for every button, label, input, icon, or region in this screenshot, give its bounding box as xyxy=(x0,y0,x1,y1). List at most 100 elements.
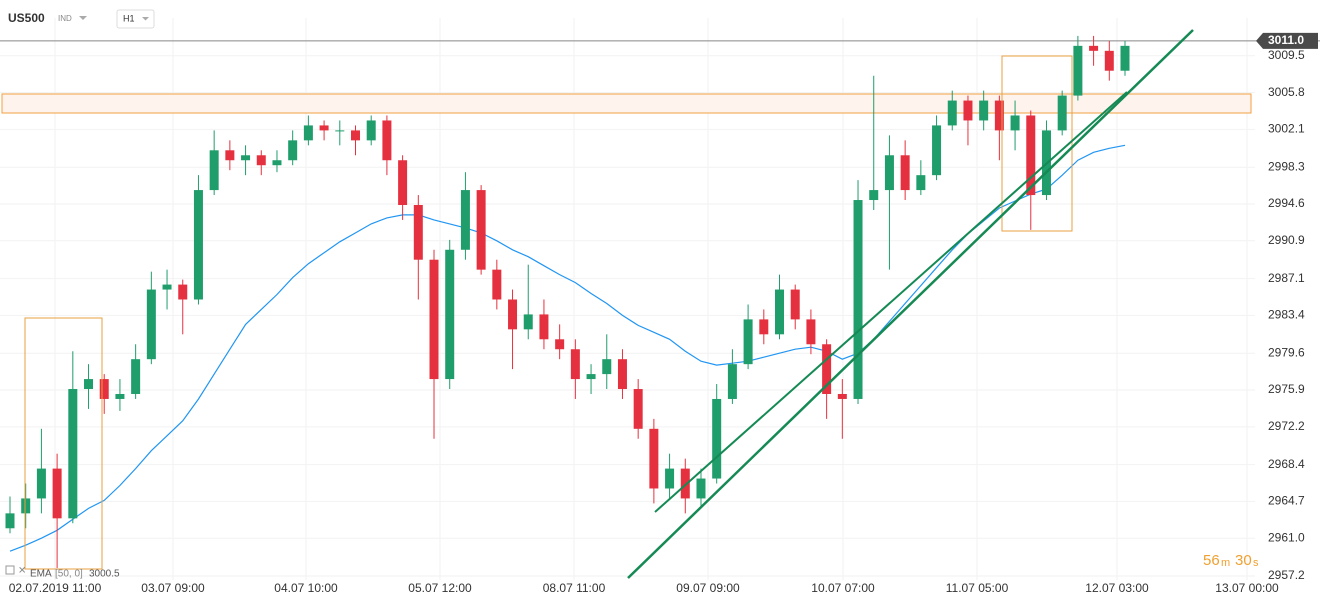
candle-body xyxy=(539,314,549,340)
candle-body xyxy=(932,125,942,176)
candle-body xyxy=(476,190,486,270)
y-tick-label: 2987.1 xyxy=(1268,271,1305,285)
candle-body xyxy=(806,319,816,345)
countdown-minutes: 56 xyxy=(1203,552,1220,569)
close-icon[interactable]: ✕ xyxy=(18,566,26,577)
dropdown-arrow xyxy=(142,17,149,21)
candle-body xyxy=(869,190,879,201)
candle-body xyxy=(586,374,596,380)
candle-body xyxy=(963,100,973,121)
candle-body xyxy=(272,160,282,166)
candle-body xyxy=(1073,45,1083,96)
y-tick-label: 2994.6 xyxy=(1268,196,1305,210)
candle-body xyxy=(178,284,188,300)
indicator-legend: ✕ EMA [50, 0] 3000.5 xyxy=(5,565,120,580)
candle-body xyxy=(115,393,125,399)
y-tick-label: 3011.0 xyxy=(1268,33,1304,47)
candle-body xyxy=(146,289,156,360)
candle-body xyxy=(288,140,298,161)
resistance-zone[interactable] xyxy=(1,93,1252,114)
candle-body xyxy=(727,364,737,399)
y-tick-label: 2957.2 xyxy=(1268,568,1305,582)
countdown-seconds: 30 xyxy=(1235,552,1252,569)
candle-body xyxy=(916,175,926,191)
candle-body xyxy=(775,289,785,335)
dropdown-arrow[interactable] xyxy=(79,16,87,20)
candle-body xyxy=(460,190,470,250)
indicator-value: 3000.5 xyxy=(89,569,120,580)
trend-line[interactable] xyxy=(654,91,1128,513)
y-tick-label: 2990.9 xyxy=(1268,233,1305,247)
x-tick-label: 08.07 11:00 xyxy=(543,581,606,595)
candle-body xyxy=(1120,45,1130,71)
candle-body xyxy=(209,150,219,191)
candle-body xyxy=(602,359,612,375)
candle-body xyxy=(570,349,580,380)
grid xyxy=(0,18,1255,580)
y-tick-label: 2961.0 xyxy=(1268,530,1305,544)
current-price-tag xyxy=(1256,32,1318,49)
candle-body xyxy=(743,319,753,365)
candle-body xyxy=(303,125,313,141)
candle-body xyxy=(21,498,31,514)
y-tick-label: 2968.4 xyxy=(1268,457,1305,471)
countdown-unit: m xyxy=(1221,557,1230,569)
candle-body xyxy=(523,314,533,330)
candle-body xyxy=(335,130,345,132)
countdown-unit: s xyxy=(1253,557,1259,569)
x-tick-label: 03.07 09:00 xyxy=(141,581,205,595)
countdown: 56 m 30 s xyxy=(1203,552,1259,569)
candle-body xyxy=(413,205,423,260)
candle-body xyxy=(790,289,800,320)
symbol-kind: IND xyxy=(58,14,72,23)
candle-body xyxy=(633,389,643,429)
indicator-params: [50, 0] xyxy=(55,569,83,580)
y-tick-label: 2972.2 xyxy=(1268,419,1305,433)
candle-body xyxy=(884,155,894,191)
candle-body xyxy=(759,319,769,335)
candle-body xyxy=(1057,95,1067,131)
candle-body xyxy=(680,468,690,499)
x-tick-label: 13.07 00:00 xyxy=(1215,581,1279,595)
x-tick-label: 09.07 09:00 xyxy=(676,581,740,595)
candle-body xyxy=(665,468,675,489)
candle-body xyxy=(900,155,910,191)
highlight-box[interactable] xyxy=(24,317,103,570)
highlight-box[interactable] xyxy=(1001,55,1073,232)
candle-body xyxy=(366,120,376,141)
candle-body xyxy=(555,339,565,350)
candle-body xyxy=(853,200,863,399)
y-tick-label: 3002.1 xyxy=(1268,122,1305,136)
symbol[interactable]: US500 xyxy=(8,11,45,25)
interval-select[interactable] xyxy=(116,9,155,29)
candle-body xyxy=(162,284,172,290)
y-tick-label: 3009.5 xyxy=(1268,48,1305,62)
candle-body xyxy=(1026,115,1036,196)
interval[interactable]: H1 xyxy=(123,13,135,23)
candle-body xyxy=(445,249,455,380)
candle-body xyxy=(36,468,46,499)
candle-body xyxy=(649,428,659,489)
settings-icon[interactable] xyxy=(5,565,15,575)
x-tick-label: 11.07 05:00 xyxy=(946,581,1009,595)
plot xyxy=(0,35,1320,569)
candle-body xyxy=(822,344,832,394)
candle-body xyxy=(382,120,392,161)
candle-body xyxy=(837,393,847,399)
candle-body xyxy=(492,269,502,300)
y-tick-label: 2998.3 xyxy=(1268,159,1305,173)
candle-body xyxy=(241,155,251,161)
candle-body xyxy=(617,359,627,390)
candle-body xyxy=(52,468,62,519)
candle-body xyxy=(68,389,78,519)
indicator-name: EMA xyxy=(30,569,52,580)
trend-line[interactable] xyxy=(627,29,1194,579)
candle-body xyxy=(508,299,518,330)
candle-body xyxy=(1089,45,1099,51)
x-tick-label: 10.07 07:00 xyxy=(811,581,875,595)
x-tick-label: 02.07.2019 11:00 xyxy=(9,581,102,595)
x-tick-label: 12.07 03:00 xyxy=(1085,581,1149,595)
x-tick-label: 04.07 10:00 xyxy=(274,581,338,595)
